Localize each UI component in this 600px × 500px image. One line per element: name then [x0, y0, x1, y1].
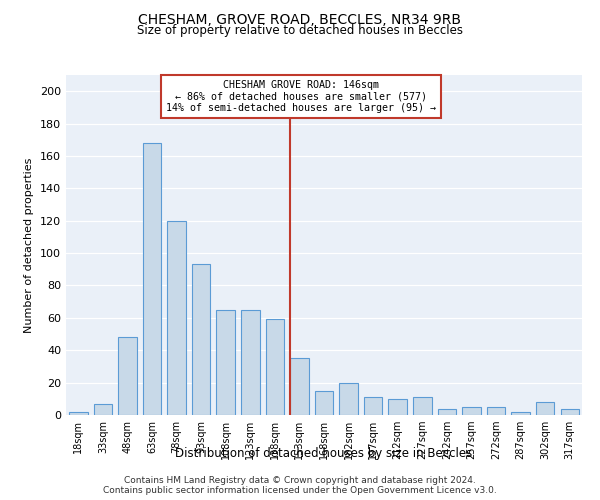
Bar — [290, 358, 308, 415]
Bar — [94, 404, 112, 415]
Bar — [340, 382, 358, 415]
Text: Size of property relative to detached houses in Beccles: Size of property relative to detached ho… — [137, 24, 463, 37]
Text: Contains public sector information licensed under the Open Government Licence v3: Contains public sector information licen… — [103, 486, 497, 495]
Bar — [511, 412, 530, 415]
Bar — [118, 338, 137, 415]
Bar — [266, 320, 284, 415]
Bar — [560, 408, 579, 415]
Text: Distribution of detached houses by size in Beccles: Distribution of detached houses by size … — [175, 448, 473, 460]
Text: CHESHAM, GROVE ROAD, BECCLES, NR34 9RB: CHESHAM, GROVE ROAD, BECCLES, NR34 9RB — [139, 12, 461, 26]
Bar — [69, 412, 88, 415]
Bar — [364, 397, 382, 415]
Bar — [143, 143, 161, 415]
Bar — [192, 264, 211, 415]
Bar — [217, 310, 235, 415]
Text: CHESHAM GROVE ROAD: 146sqm
← 86% of detached houses are smaller (577)
14% of sem: CHESHAM GROVE ROAD: 146sqm ← 86% of deta… — [166, 80, 436, 114]
Bar — [536, 402, 554, 415]
Y-axis label: Number of detached properties: Number of detached properties — [25, 158, 34, 332]
Bar — [167, 220, 186, 415]
Bar — [241, 310, 260, 415]
Text: Contains HM Land Registry data © Crown copyright and database right 2024.: Contains HM Land Registry data © Crown c… — [124, 476, 476, 485]
Bar — [315, 390, 333, 415]
Bar — [487, 407, 505, 415]
Bar — [462, 407, 481, 415]
Bar — [437, 408, 456, 415]
Bar — [389, 399, 407, 415]
Bar — [413, 397, 431, 415]
